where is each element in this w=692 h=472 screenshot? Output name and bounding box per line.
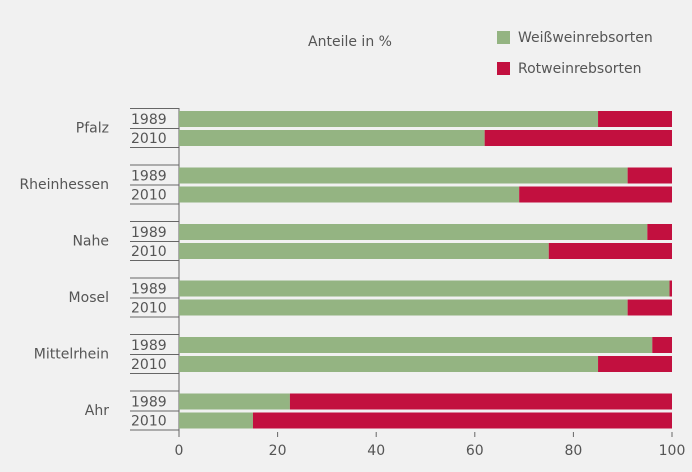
x-tick-label: 20 bbox=[269, 443, 287, 459]
bar-segment bbox=[652, 337, 672, 353]
bar-segment bbox=[519, 186, 672, 203]
bar-segment bbox=[484, 130, 672, 146]
bar-segment bbox=[627, 167, 672, 184]
group-label: Rheinhessen bbox=[19, 177, 109, 193]
legend-label: Weißweinrebsorten bbox=[518, 30, 653, 46]
bar-segment bbox=[627, 299, 672, 316]
y-tick-label: 2010 bbox=[131, 244, 167, 260]
x-tick-label: 40 bbox=[367, 443, 385, 459]
y-tick-label: 1989 bbox=[131, 395, 167, 411]
x-tick-label: 60 bbox=[466, 443, 484, 459]
legend-swatch bbox=[497, 31, 510, 44]
bar-segment bbox=[179, 111, 599, 127]
bar-segment bbox=[179, 243, 549, 259]
x-tick-label: 100 bbox=[659, 443, 686, 459]
bar-segment bbox=[179, 337, 653, 353]
bar-segment bbox=[647, 224, 672, 240]
bar-segment bbox=[548, 243, 672, 259]
y-tick-label: 1989 bbox=[131, 338, 167, 354]
y-tick-label: 1989 bbox=[131, 169, 167, 185]
legend-swatch bbox=[497, 62, 510, 75]
x-tick-label: 80 bbox=[564, 443, 582, 459]
bar-segment bbox=[179, 356, 599, 372]
y-tick-label: 2010 bbox=[131, 188, 167, 204]
bar-segment bbox=[179, 280, 670, 297]
bar-segment bbox=[179, 186, 520, 203]
group-label: Pfalz bbox=[76, 121, 109, 137]
chart-title: Anteile in % bbox=[308, 34, 392, 50]
group-label: Mittelrhein bbox=[34, 347, 109, 363]
group-label: Mosel bbox=[69, 290, 109, 306]
group-label: Ahr bbox=[85, 403, 109, 419]
bar-segment bbox=[179, 130, 485, 146]
bar-segment bbox=[598, 111, 672, 127]
bar-segment bbox=[179, 299, 628, 316]
group-label: Nahe bbox=[72, 234, 109, 250]
y-tick-label: 2010 bbox=[131, 357, 167, 373]
bar-segment bbox=[179, 167, 628, 184]
bar-segment bbox=[598, 356, 672, 372]
y-tick-label: 2010 bbox=[131, 301, 167, 317]
legend-label: Rotweinrebsorten bbox=[518, 61, 642, 77]
bar-segment bbox=[289, 393, 672, 410]
bar-segment bbox=[252, 412, 672, 429]
x-tick-label: 0 bbox=[175, 443, 184, 459]
bar-segment bbox=[669, 280, 672, 297]
bar-segment bbox=[179, 412, 253, 429]
y-tick-label: 1989 bbox=[131, 282, 167, 298]
y-tick-label: 1989 bbox=[131, 225, 167, 241]
bar-segment bbox=[179, 393, 290, 410]
y-tick-label: 2010 bbox=[131, 131, 167, 147]
y-tick-label: 2010 bbox=[131, 414, 167, 430]
bar-segment bbox=[179, 224, 648, 240]
y-tick-label: 1989 bbox=[131, 112, 167, 128]
